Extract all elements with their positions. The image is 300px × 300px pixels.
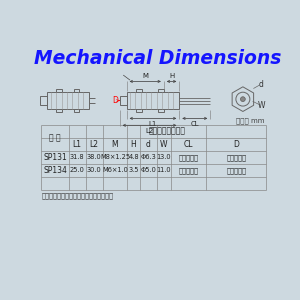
- Bar: [56, 109, 62, 112]
- Bar: [40, 96, 47, 105]
- Bar: [136, 89, 142, 92]
- Text: D: D: [112, 96, 118, 105]
- Text: H: H: [131, 140, 137, 149]
- Text: Φ6.3: Φ6.3: [140, 154, 156, 160]
- Text: D: D: [233, 140, 239, 149]
- Text: W: W: [258, 101, 265, 110]
- Bar: [120, 96, 127, 105]
- Text: 按客户需求: 按客户需求: [226, 154, 246, 160]
- Text: 13.0: 13.0: [157, 154, 171, 160]
- Text: 3.5: 3.5: [128, 167, 139, 173]
- Text: M6×1.0: M6×1.0: [102, 167, 128, 173]
- Text: 31.8: 31.8: [70, 154, 84, 160]
- Text: 11.0: 11.0: [157, 167, 171, 173]
- Bar: [127, 92, 179, 109]
- Circle shape: [241, 97, 245, 101]
- Text: SP134: SP134: [43, 166, 67, 175]
- Text: M: M: [142, 73, 148, 79]
- Bar: [47, 92, 89, 109]
- Text: d: d: [146, 140, 151, 149]
- Text: Mechanical Dimensions: Mechanical Dimensions: [34, 49, 281, 68]
- Text: Φ5.0: Φ5.0: [140, 167, 156, 173]
- Text: L2: L2: [90, 140, 99, 149]
- Text: 按客户需求: 按客户需求: [178, 167, 199, 174]
- Bar: [74, 89, 80, 92]
- Text: 4.8: 4.8: [128, 154, 139, 160]
- Bar: [158, 109, 164, 112]
- Text: 按客户需求: 按客户需求: [226, 167, 246, 174]
- Text: 型 号: 型 号: [49, 133, 61, 142]
- Text: d: d: [258, 80, 263, 89]
- Text: W: W: [160, 140, 168, 149]
- Text: 30.0: 30.0: [87, 167, 101, 173]
- Text: H: H: [169, 73, 174, 79]
- Bar: [158, 89, 164, 92]
- Text: 注：以上参数可根据客户具体需求而制定: 注：以上参数可根据客户具体需求而制定: [41, 192, 113, 199]
- Text: M: M: [112, 140, 118, 149]
- Text: 38.0: 38.0: [87, 154, 101, 160]
- Text: 单位： mm: 单位： mm: [236, 117, 265, 124]
- Text: M8×1.25: M8×1.25: [100, 154, 130, 160]
- Text: L1: L1: [73, 140, 82, 149]
- Text: L1: L1: [149, 122, 157, 128]
- Text: CL: CL: [184, 140, 194, 149]
- Text: SP131: SP131: [43, 153, 67, 162]
- Text: 按客户需求: 按客户需求: [178, 154, 199, 160]
- Text: 外形尺寸（螺纹）: 外形尺寸（螺纹）: [149, 127, 186, 136]
- Text: CL: CL: [190, 122, 199, 128]
- Bar: [56, 89, 62, 92]
- Text: 25.0: 25.0: [70, 167, 85, 173]
- Bar: [136, 109, 142, 112]
- Bar: [74, 109, 80, 112]
- Text: L2: L2: [146, 128, 154, 134]
